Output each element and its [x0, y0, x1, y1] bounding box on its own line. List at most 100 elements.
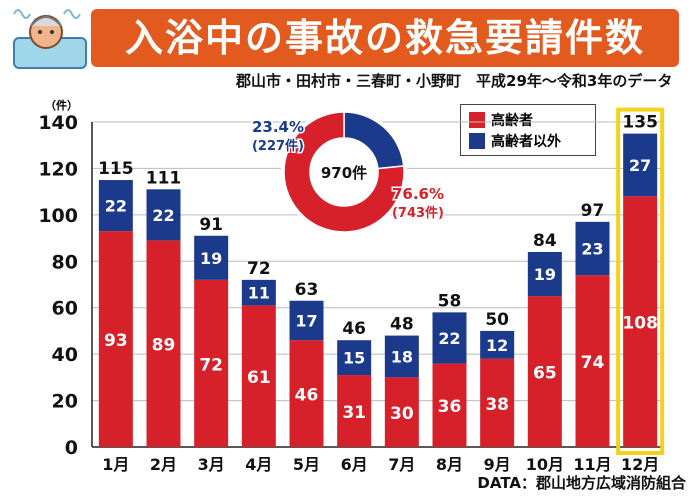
bar-label-elderly: 61: [247, 368, 271, 388]
y-tick-label: 0: [65, 437, 78, 459]
bar-non-elderly: [337, 340, 372, 376]
x-tick-label: 11月: [573, 455, 611, 474]
highlight-frame: [616, 107, 665, 455]
bar-non-elderly: [623, 133, 658, 197]
bar-non-elderly: [98, 180, 133, 232]
bar-non-elderly: [480, 330, 515, 359]
bar-label-elderly: 38: [485, 395, 509, 415]
x-tick-label: 9月: [484, 455, 511, 474]
donut-count-elderly: (743件): [392, 205, 444, 221]
bar-total-label: 91: [199, 215, 223, 235]
bar-elderly: [337, 375, 372, 447]
bar-non-elderly: [241, 279, 276, 306]
legend-swatch-elderly: [469, 112, 485, 128]
legend-item-elderly: 高齢者: [469, 111, 533, 129]
bar-elderly: [289, 340, 324, 447]
bar-total-label: 84: [533, 231, 557, 251]
bar-label-elderly: 36: [438, 397, 462, 417]
legend-label-elderly: 高齢者: [491, 113, 533, 129]
bar-label-elderly: 89: [152, 336, 176, 356]
y-tick-label: 140: [38, 112, 78, 134]
bar-label-non-elderly: 22: [152, 206, 174, 225]
title-banner: 入浴中の事故の救急要請件数: [91, 9, 679, 67]
bar-total-label: 63: [295, 280, 319, 300]
x-tick-label: 3月: [198, 455, 225, 474]
bar-label-non-elderly: 23: [581, 240, 603, 259]
data-source: DATA：郡山地方広域消防組合: [477, 474, 686, 492]
bar-label-elderly: 93: [104, 331, 128, 351]
y-tick-label: 20: [52, 391, 78, 413]
legend-label-non-elderly: 高齢者以外: [491, 134, 561, 150]
bathing-elder-icon: [13, 9, 87, 69]
bar-label-non-elderly: 12: [486, 336, 508, 355]
bar-label-non-elderly: 19: [534, 265, 556, 284]
bar-label-elderly: 72: [199, 355, 223, 375]
legend: 高齢者 高齢者以外: [460, 104, 596, 156]
subtitle: 郡山市・田村市・三春町・小野町 平成29年〜令和3年のデータ: [236, 72, 673, 90]
bar-elderly: [623, 196, 658, 447]
bar-total-label: 50: [485, 310, 509, 330]
legend-swatch-non-elderly: [469, 133, 485, 149]
bar-non-elderly: [432, 312, 467, 364]
donut-count-non-elderly: (227件): [252, 138, 304, 154]
bar-total-label: 97: [581, 201, 605, 221]
bar-label-elderly: 65: [533, 364, 557, 384]
bar-non-elderly: [384, 335, 419, 378]
bar-elderly: [384, 377, 419, 447]
bar-label-elderly: 30: [390, 404, 414, 424]
bar-total-label: 58: [438, 291, 462, 311]
bar-elderly: [146, 240, 181, 447]
bar-non-elderly: [194, 235, 229, 280]
bar-total-label: 135: [622, 113, 658, 133]
bar-total-label: 111: [146, 168, 182, 188]
bar-label-elderly: 74: [581, 353, 605, 373]
bar-label-non-elderly: 27: [629, 156, 651, 175]
y-tick-label: 40: [52, 344, 78, 366]
bar-label-elderly: 31: [342, 403, 366, 423]
x-tick-label: 1月: [102, 455, 129, 474]
bar-label-non-elderly: 22: [438, 329, 460, 348]
x-tick-label: 5月: [293, 455, 320, 474]
x-tick-label: 7月: [388, 455, 415, 474]
y-tick-label: 100: [38, 205, 78, 227]
donut-pct-non-elderly: 23.4%: [252, 118, 304, 136]
y-tick-label: 120: [38, 158, 78, 180]
x-tick-label: 12月: [621, 455, 659, 474]
donut-total-label: 970件: [321, 164, 367, 182]
y-tick-label: 80: [52, 251, 78, 273]
bar-elderly: [98, 231, 133, 447]
bar-non-elderly: [289, 300, 324, 341]
bar-elderly: [575, 275, 610, 447]
x-tick-label: 8月: [436, 455, 463, 474]
bar-label-elderly: 46: [295, 386, 319, 406]
bar-elderly: [432, 363, 467, 447]
bar-non-elderly: [575, 221, 610, 276]
y-tick-label: 60: [52, 298, 78, 320]
bar-elderly: [480, 358, 515, 447]
bar-non-elderly: [527, 252, 562, 297]
bar-label-non-elderly: 15: [343, 349, 365, 368]
bar-total-label: 48: [390, 315, 414, 335]
bar-total-label: 115: [98, 159, 134, 179]
bar-label-non-elderly: 11: [248, 284, 270, 303]
bar-label-non-elderly: 19: [200, 249, 222, 268]
x-tick-label: 2月: [150, 455, 177, 474]
legend-item-non-elderly: 高齢者以外: [469, 132, 561, 150]
chart-title: 入浴中の事故の救急要請件数: [124, 16, 645, 60]
donut-slice-elderly: [283, 111, 405, 233]
y-unit-label: （件）: [45, 99, 78, 112]
x-tick-label: 6月: [341, 455, 368, 474]
bar-label-non-elderly: 18: [391, 347, 413, 366]
bar-elderly: [527, 296, 562, 447]
bar-label-non-elderly: 17: [295, 311, 317, 330]
bar-total-label: 46: [342, 319, 366, 339]
bar-elderly: [241, 305, 276, 447]
bar-label-elderly: 108: [622, 314, 658, 334]
x-tick-label: 4月: [245, 455, 272, 474]
bar-label-non-elderly: 22: [105, 197, 127, 216]
x-tick-label: 10月: [526, 455, 564, 474]
bar-total-label: 72: [247, 259, 271, 279]
bar-elderly: [194, 279, 229, 447]
bar-non-elderly: [146, 189, 181, 241]
